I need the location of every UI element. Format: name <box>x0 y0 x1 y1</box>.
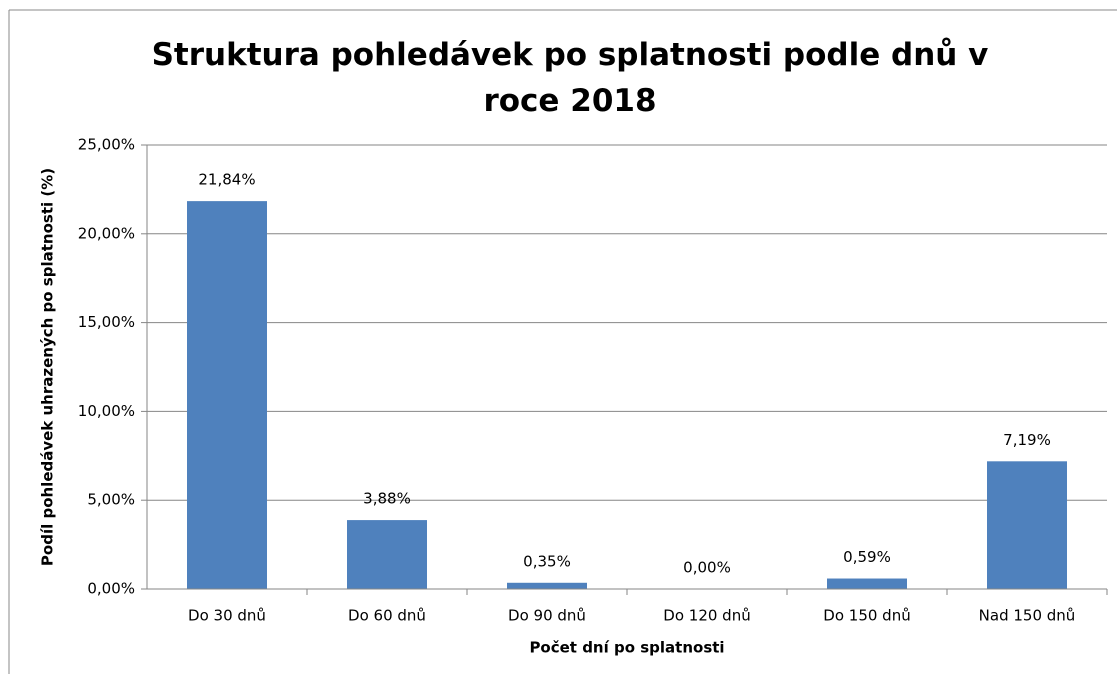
x-tick-label: Do 60 dnů <box>348 607 426 625</box>
chart-title: Struktura pohledávek po splatnosti podle… <box>151 37 989 119</box>
bar <box>507 582 587 589</box>
y-axis-label: Podíl pohledávek uhrazených po splatnost… <box>39 168 57 566</box>
y-tick-label: 10,00% <box>78 402 135 420</box>
y-tick-label: 20,00% <box>78 224 135 242</box>
x-tick-label: Do 30 dnů <box>188 607 266 625</box>
x-tick-label: Do 90 dnů <box>508 607 586 625</box>
data-label: 7,19% <box>1003 431 1051 449</box>
data-label: 0,59% <box>843 548 891 566</box>
x-tick-label: Do 120 dnů <box>663 607 750 625</box>
data-label: 0,35% <box>523 552 571 570</box>
data-label: 3,88% <box>363 490 411 508</box>
data-label: 21,84% <box>198 171 255 189</box>
x-tick-label: Nad 150 dnů <box>979 607 1076 625</box>
bar <box>187 201 267 590</box>
data-label: 0,00% <box>683 559 731 577</box>
bar <box>827 578 907 589</box>
bar <box>987 461 1067 589</box>
x-axis-label: Počet dní po splatnosti <box>529 639 724 657</box>
bar <box>347 520 427 589</box>
y-tick-label: 25,00% <box>78 136 135 154</box>
y-tick-label: 0,00% <box>87 580 135 598</box>
x-tick-label: Do 150 dnů <box>823 607 910 625</box>
y-tick-label: 5,00% <box>87 491 135 509</box>
y-tick-label: 15,00% <box>78 313 135 331</box>
